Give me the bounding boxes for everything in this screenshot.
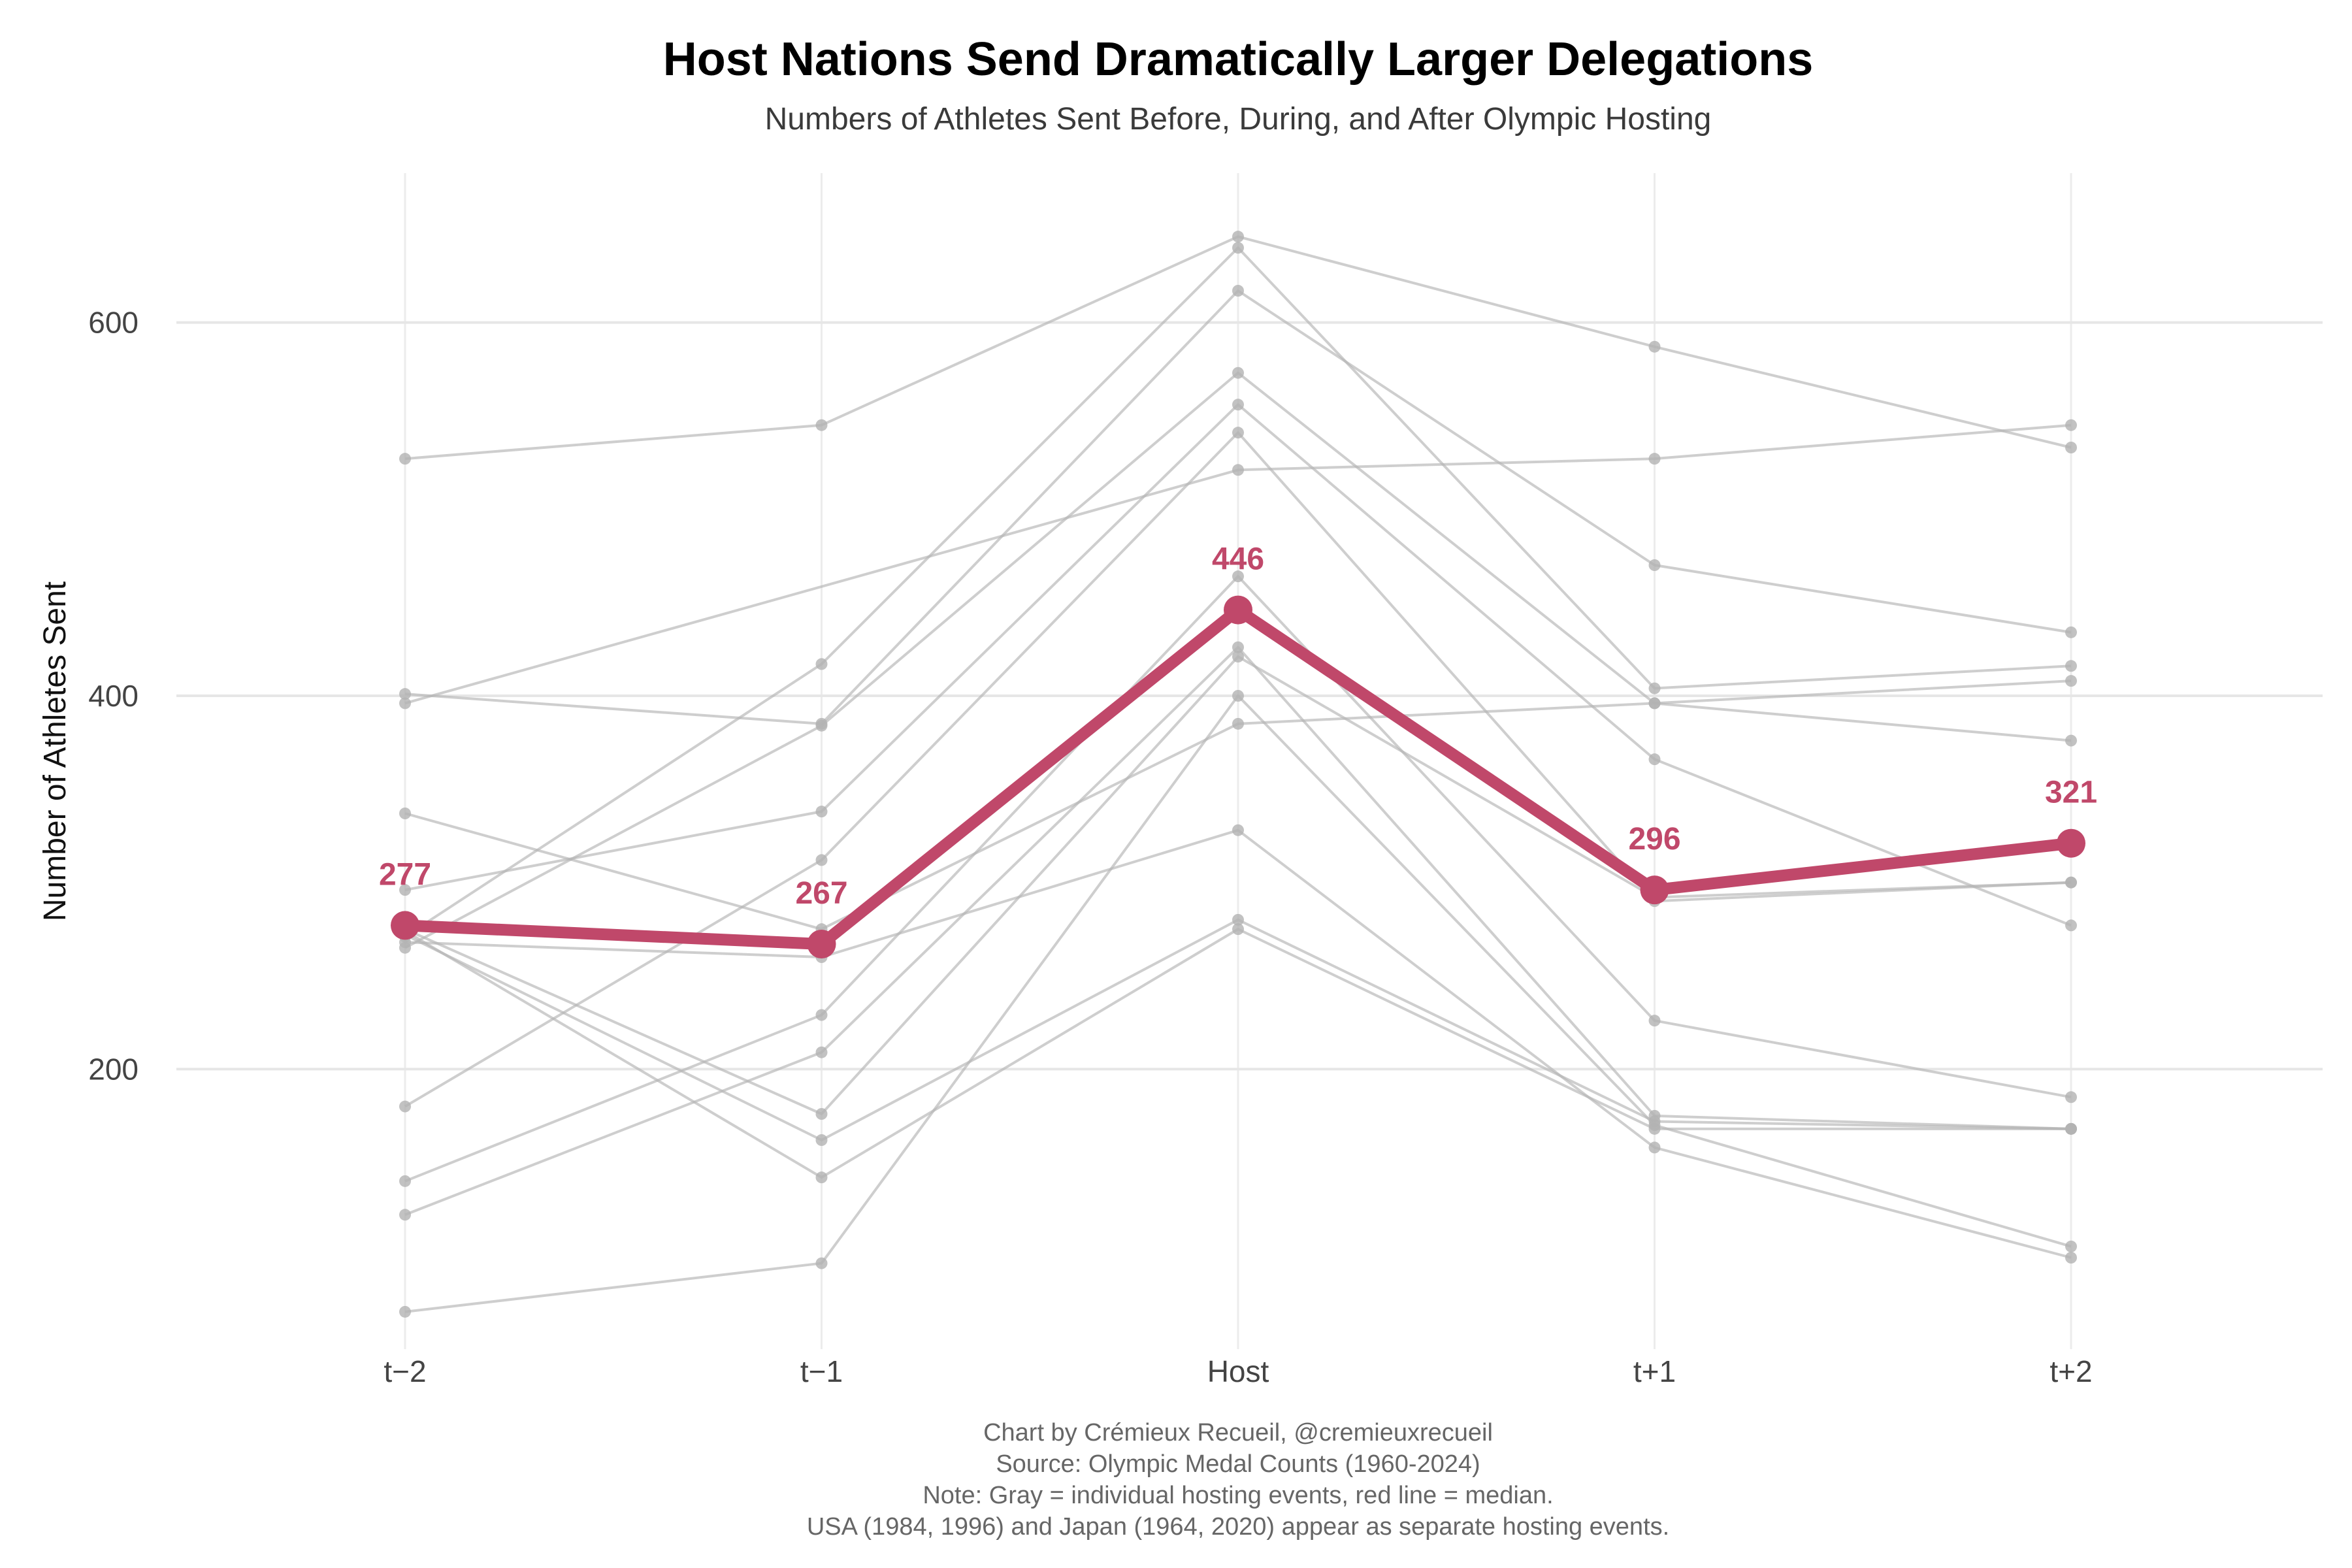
event-series-point <box>399 1100 411 1113</box>
median-point <box>1224 595 1252 625</box>
event-series-point <box>1648 753 1661 766</box>
event-series-point <box>2065 660 2077 672</box>
event-series-point <box>1232 651 1244 662</box>
event-series-point <box>1232 913 1244 926</box>
event-series-point <box>1648 559 1661 571</box>
event-series-point <box>815 854 828 866</box>
event-series-point <box>2065 1091 2077 1103</box>
event-series-point <box>1232 641 1244 653</box>
x-tick-label: t+2 <box>2050 1354 2092 1388</box>
caption-credit: Chart by Crémieux Recueil, @cremieuxrecu… <box>983 1419 1493 1446</box>
median-series-layer: 277 267 446 296 321 <box>379 542 2097 958</box>
event-series-point <box>2065 1240 2077 1252</box>
y-tick-label: 600 <box>88 306 139 340</box>
event-series-point <box>1648 453 1661 465</box>
event-series-point <box>2065 419 2077 431</box>
event-series-point <box>399 453 411 465</box>
caption-layer: Chart by Crémieux Recueil, @cremieuxrecu… <box>807 1419 1669 1541</box>
chart-subtitle: Numbers of Athletes Sent Before, During,… <box>765 102 1712 137</box>
event-series-point <box>815 1009 828 1021</box>
event-series-point <box>2065 442 2077 453</box>
event-series-point <box>399 1209 411 1221</box>
event-series-point <box>399 1175 411 1187</box>
median-point <box>2057 828 2085 858</box>
event-series-point <box>815 1257 828 1269</box>
median-data-label: 296 <box>1628 822 1680 857</box>
event-series-point <box>815 1108 828 1120</box>
event-series-point <box>2065 1252 2077 1264</box>
individual-series-layer <box>399 231 2077 1318</box>
median-data-label: 321 <box>2045 776 2097 810</box>
event-series-point <box>1648 1015 1661 1027</box>
event-series-point <box>2065 1122 2077 1135</box>
event-series-point <box>1232 399 1244 411</box>
event-series-point <box>1648 340 1661 353</box>
event-series-point <box>399 1305 411 1318</box>
median-data-label: 267 <box>795 876 847 911</box>
x-tick-label: t+1 <box>1633 1354 1676 1388</box>
event-series-point <box>815 658 828 670</box>
grid-layer <box>176 173 2323 1349</box>
y-tick-label: 400 <box>88 679 139 713</box>
event-series-point <box>2065 675 2077 687</box>
event-series-point <box>1232 923 1244 936</box>
x-tick-label: t−1 <box>800 1354 843 1388</box>
axis-layer: 200 400 600 t−2 t−1 Host t+1 t+2 <box>88 306 2092 1388</box>
event-series-point <box>1232 367 1244 379</box>
event-series-point <box>1648 1122 1661 1135</box>
median-point <box>807 930 836 958</box>
caption-note: Note: Gray = individual hosting events, … <box>923 1482 1553 1509</box>
event-series-point <box>2065 919 2077 932</box>
event-series-point <box>1648 697 1661 710</box>
event-series-point <box>1232 717 1244 730</box>
event-series-point <box>2065 734 2077 747</box>
event-series-point <box>1232 242 1244 254</box>
event-series-point <box>1232 464 1244 476</box>
event-series-point <box>1232 690 1244 702</box>
chart-title: Host Nations Send Dramatically Larger De… <box>663 33 1813 86</box>
event-series-point <box>1232 570 1244 583</box>
event-series-point <box>399 884 411 896</box>
event-series-point <box>399 808 411 819</box>
event-series-point <box>2065 876 2077 889</box>
y-axis-title: Number of Athletes Sent <box>38 581 73 921</box>
median-data-label: 446 <box>1212 542 1264 577</box>
event-series-point <box>2065 626 2077 638</box>
event-series-point <box>399 697 411 710</box>
x-tick-label: t−2 <box>384 1354 426 1388</box>
event-series-point <box>1232 231 1244 243</box>
event-series-point <box>815 1046 828 1058</box>
median-point <box>1640 875 1669 905</box>
event-series-point <box>1648 682 1661 694</box>
event-series-point <box>1232 285 1244 297</box>
y-tick-label: 200 <box>88 1052 139 1086</box>
event-series-point <box>399 688 411 700</box>
event-series-point <box>1232 427 1244 439</box>
caption-events: USA (1984, 1996) and Japan (1964, 2020) … <box>807 1513 1669 1541</box>
event-series-point <box>815 419 828 431</box>
event-series-point <box>815 806 828 818</box>
caption-source: Source: Olympic Medal Counts (1960-2024) <box>996 1450 1480 1478</box>
event-series-point <box>815 1171 828 1184</box>
event-series-line <box>404 423 2072 705</box>
event-series-point <box>815 1134 828 1146</box>
x-tick-label: Host <box>1207 1354 1269 1388</box>
event-series-point <box>1232 824 1244 836</box>
event-series-point <box>1648 1141 1661 1154</box>
median-point <box>391 911 419 940</box>
median-data-label: 277 <box>379 857 431 892</box>
event-series-point <box>815 719 828 732</box>
